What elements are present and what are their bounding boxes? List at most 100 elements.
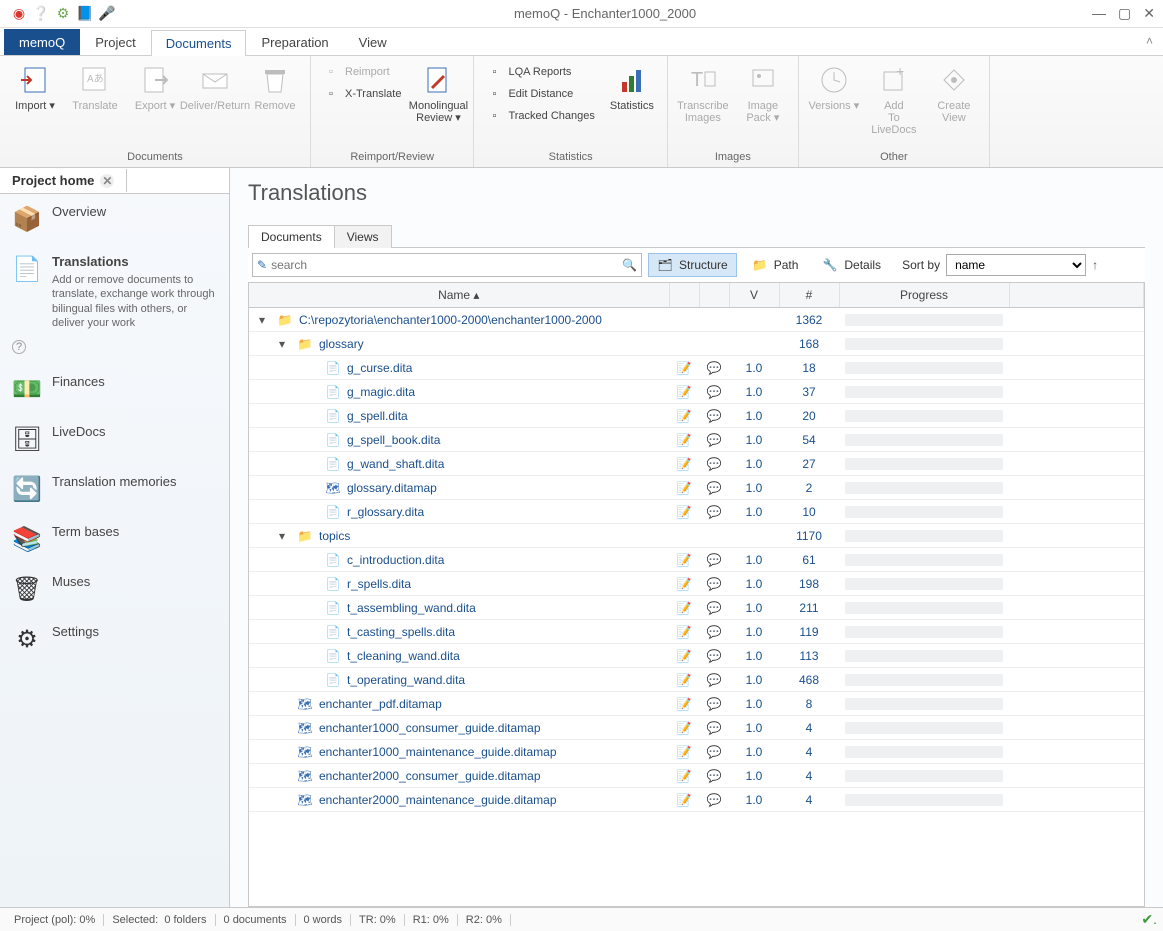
tab-views[interactable]: Views xyxy=(334,225,392,248)
folder-row[interactable]: ▾📁topics1170 xyxy=(249,524,1144,548)
col-v[interactable]: V xyxy=(729,283,779,308)
sidebar-item-livedocs[interactable]: 🗄LiveDocs xyxy=(0,414,229,464)
structure-button[interactable]: 🗂 Structure xyxy=(648,253,737,277)
monoreview-button[interactable]: MonolingualReview ▾ xyxy=(409,60,467,128)
edit-icon[interactable]: 📝 xyxy=(677,505,692,519)
translate-button[interactable]: AあTranslate xyxy=(66,60,124,116)
versions-button[interactable]: Versions ▾ xyxy=(805,60,863,116)
editdist-button[interactable]: ▫Edit Distance xyxy=(480,84,600,104)
comment-icon[interactable]: 💬 xyxy=(707,769,722,783)
edit-icon[interactable]: 📝 xyxy=(677,553,692,567)
file-row[interactable]: 📄g_spell_book.dita📝💬1.054 xyxy=(249,428,1144,452)
sidebar-item-translations[interactable]: 📄TranslationsAdd or remove documents to … xyxy=(0,244,229,364)
sidebar-item-tm[interactable]: 🔄Translation memories xyxy=(0,464,229,514)
maximize-button[interactable]: ▢ xyxy=(1118,5,1131,22)
col-progress[interactable]: Progress xyxy=(839,283,1009,308)
options-icon[interactable]: ⚙ xyxy=(52,3,74,25)
comment-icon[interactable]: 💬 xyxy=(707,721,722,735)
ribbon-tab-app[interactable]: memoQ xyxy=(4,29,80,55)
edit-icon[interactable]: 📝 xyxy=(677,673,692,687)
sort-direction-icon[interactable]: ↑ xyxy=(1092,258,1098,272)
close-tab-icon[interactable]: ✕ xyxy=(100,174,114,188)
expand-icon[interactable]: ▾ xyxy=(279,337,291,351)
edit-icon[interactable]: 📝 xyxy=(677,793,692,807)
search-input[interactable] xyxy=(271,258,622,272)
edit-icon[interactable]: 📝 xyxy=(677,769,692,783)
file-row[interactable]: 📄t_casting_spells.dita📝💬1.0119 xyxy=(249,620,1144,644)
tracked-button[interactable]: ▫Tracked Changes xyxy=(480,106,600,126)
reimport-button[interactable]: ▫Reimport xyxy=(317,62,407,82)
sidebar-item-overview[interactable]: 📦Overview xyxy=(0,194,229,244)
comment-icon[interactable]: 💬 xyxy=(707,433,722,447)
file-row[interactable]: 📄g_magic.dita📝💬1.037 xyxy=(249,380,1144,404)
file-row[interactable]: 🗺enchanter_pdf.ditamap📝💬1.08 xyxy=(249,692,1144,716)
remove-button[interactable]: Remove xyxy=(246,60,304,116)
comment-icon[interactable]: 💬 xyxy=(707,649,722,663)
comment-icon[interactable]: 💬 xyxy=(707,457,722,471)
ribbon-tab-preparation[interactable]: Preparation xyxy=(246,29,343,55)
sidebar-item-finances[interactable]: 💵Finances xyxy=(0,364,229,414)
sidebar-item-tb[interactable]: 📚Term bases xyxy=(0,514,229,564)
folder-row[interactable]: ▾📁glossary168 xyxy=(249,332,1144,356)
imagepack-button[interactable]: ImagePack ▾ xyxy=(734,60,792,128)
file-row[interactable]: 📄r_spells.dita📝💬1.0198 xyxy=(249,572,1144,596)
lqa-button[interactable]: ▫LQA Reports xyxy=(480,62,600,82)
file-row[interactable]: 📄g_curse.dita📝💬1.018 xyxy=(249,356,1144,380)
comment-icon[interactable]: 💬 xyxy=(707,697,722,711)
comment-icon[interactable]: 💬 xyxy=(707,673,722,687)
app-icon[interactable]: ◉ xyxy=(8,3,30,25)
file-row[interactable]: 🗺enchanter2000_maintenance_guide.ditamap… xyxy=(249,788,1144,812)
search-box[interactable]: ✎ 🔍 xyxy=(252,253,642,277)
edit-icon[interactable]: 📝 xyxy=(677,649,692,663)
createview-button[interactable]: CreateView xyxy=(925,60,983,128)
expand-icon[interactable]: ▾ xyxy=(279,529,291,543)
file-row[interactable]: 🗺glossary.ditamap📝💬1.02 xyxy=(249,476,1144,500)
comment-icon[interactable]: 💬 xyxy=(707,481,722,495)
file-row[interactable]: 📄t_cleaning_wand.dita📝💬1.0113 xyxy=(249,644,1144,668)
file-row[interactable]: 📄c_introduction.dita📝💬1.061 xyxy=(249,548,1144,572)
deliver-button[interactable]: Deliver/Return xyxy=(186,60,244,116)
file-row[interactable]: 🗺enchanter2000_consumer_guide.ditamap📝💬1… xyxy=(249,764,1144,788)
comment-icon[interactable]: 💬 xyxy=(707,505,722,519)
comment-icon[interactable]: 💬 xyxy=(707,601,722,615)
transcribe-button[interactable]: TTranscribeImages xyxy=(674,60,732,128)
edit-icon[interactable]: 📝 xyxy=(677,697,692,711)
edit-icon[interactable]: 📝 xyxy=(677,601,692,615)
sort-select[interactable]: name xyxy=(946,254,1086,276)
project-home-tab[interactable]: Project home ✕ xyxy=(0,169,127,192)
sidebar-item-muses[interactable]: 🗑Muses xyxy=(0,564,229,614)
edit-icon[interactable]: 📝 xyxy=(677,625,692,639)
file-row[interactable]: 🗺enchanter1000_consumer_guide.ditamap📝💬1… xyxy=(249,716,1144,740)
edit-icon[interactable]: 📝 xyxy=(677,457,692,471)
minimize-button[interactable]: — xyxy=(1092,5,1106,22)
file-row[interactable]: 📄g_wand_shaft.dita📝💬1.027 xyxy=(249,452,1144,476)
file-row[interactable]: 📄t_operating_wand.dita📝💬1.0468 xyxy=(249,668,1144,692)
xtranslate-button[interactable]: ▫X-Translate xyxy=(317,84,407,104)
comment-icon[interactable]: 💬 xyxy=(707,793,722,807)
ribbon-collapse-icon[interactable]: ˄ xyxy=(1146,34,1153,48)
export-button[interactable]: Export ▾ xyxy=(126,60,184,116)
edit-icon[interactable]: 📝 xyxy=(677,385,692,399)
mic-icon[interactable]: 🎤 xyxy=(96,3,118,25)
details-button[interactable]: 🔧 Details xyxy=(813,253,890,277)
comment-icon[interactable]: 💬 xyxy=(707,385,722,399)
addlive-button[interactable]: +AddTo LiveDocs xyxy=(865,60,923,140)
edit-icon[interactable]: 📝 xyxy=(677,745,692,759)
file-row[interactable]: 📄t_assembling_wand.dita📝💬1.0211 xyxy=(249,596,1144,620)
col-name[interactable]: Name ▴ xyxy=(249,283,669,308)
edit-icon[interactable]: 📝 xyxy=(677,721,692,735)
import-button[interactable]: Import ▾ xyxy=(6,60,64,116)
comment-icon[interactable]: 💬 xyxy=(707,577,722,591)
col-count[interactable]: # xyxy=(779,283,839,308)
help-badge-icon[interactable]: ? xyxy=(12,340,26,354)
folder-row[interactable]: ▾📁C:\repozytoria\enchanter1000-2000\ench… xyxy=(249,308,1144,332)
ribbon-tab-documents[interactable]: Documents xyxy=(151,30,247,56)
path-button[interactable]: 📁 Path xyxy=(743,253,808,277)
sidebar-item-settings[interactable]: ⚙Settings xyxy=(0,614,229,664)
close-button[interactable]: ✕ xyxy=(1143,5,1155,22)
search-icon[interactable]: 🔍 xyxy=(622,258,637,272)
file-row[interactable]: 🗺enchanter1000_maintenance_guide.ditamap… xyxy=(249,740,1144,764)
ribbon-tab-view[interactable]: View xyxy=(344,29,402,55)
edit-icon[interactable]: 📝 xyxy=(677,481,692,495)
edit-icon[interactable]: 📝 xyxy=(677,433,692,447)
